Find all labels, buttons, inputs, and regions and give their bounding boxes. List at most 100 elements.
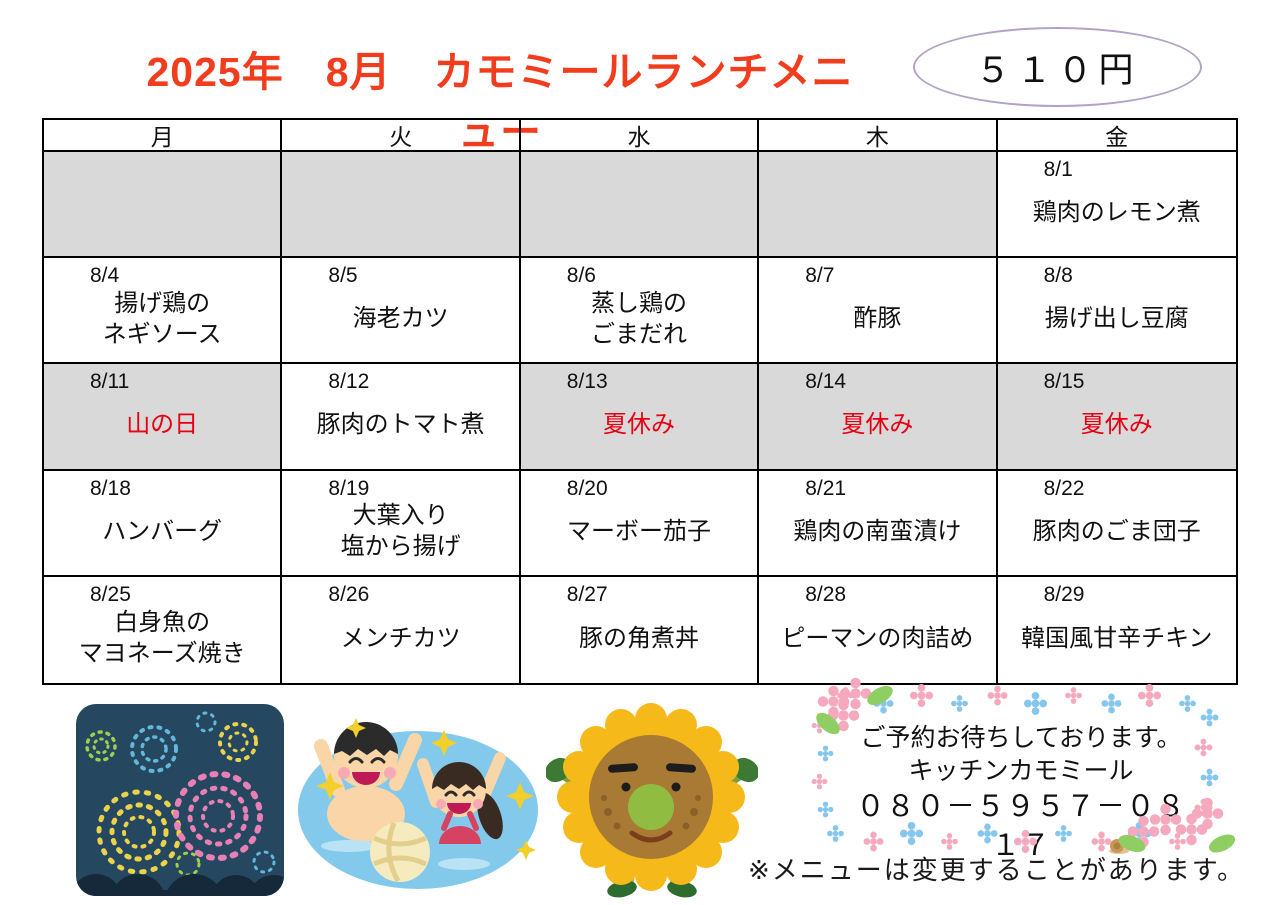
fireworks-illustration bbox=[76, 704, 284, 896]
phone-number: ０８０－５９５７－０８１７ bbox=[855, 791, 1186, 863]
calendar-cell-8-7: 8/7 酢豚 bbox=[759, 258, 998, 365]
cell-menu: 鶏肉のレモン煮 bbox=[1032, 199, 1201, 227]
cell-date: 8/4 bbox=[90, 264, 120, 288]
flower-icon bbox=[828, 696, 839, 707]
cell-menu: 揚げ出し豆腐 bbox=[1044, 305, 1189, 333]
cell-menu bbox=[759, 158, 995, 256]
cell-menu: 山の日 bbox=[126, 411, 199, 439]
cell-menu: メンチカツ bbox=[340, 624, 461, 652]
flower-icon bbox=[994, 692, 1001, 699]
flower-icon bbox=[946, 838, 953, 845]
flower-icon bbox=[1184, 700, 1191, 707]
kids-swimming-illustration bbox=[294, 694, 542, 890]
cell-menu: 夏休み bbox=[1080, 411, 1153, 439]
calendar-grid: 月火水木金 8/1 鶏肉のレモン煮 8/4 揚げ鶏の ネギソース 8/5 海老カツ 8/6 蒸し鶏… bbox=[42, 118, 1238, 685]
calendar-cell-empty bbox=[282, 152, 521, 259]
weekday-header: 金 bbox=[997, 120, 1236, 152]
cell-date: 8/20 bbox=[566, 476, 608, 500]
cell-date: 8/27 bbox=[566, 582, 608, 606]
cell-menu: 海老カツ bbox=[352, 305, 449, 333]
cell-menu: 豚の角煮丼 bbox=[578, 624, 699, 652]
cell-date: 8/21 bbox=[805, 476, 847, 500]
weekday-header: 月 bbox=[44, 120, 283, 152]
cell-menu: 白身魚の マヨネーズ焼き bbox=[78, 609, 246, 668]
cell-menu: ハンバーグ bbox=[102, 517, 223, 545]
menu-change-note: ※メニューは変更することがあります。 bbox=[748, 855, 1246, 885]
price-badge: ５１０円 bbox=[913, 27, 1202, 107]
cell-date: 8/26 bbox=[328, 582, 370, 606]
flower-icon bbox=[956, 700, 963, 707]
flower-icon bbox=[822, 806, 829, 813]
flower-icon bbox=[917, 691, 926, 700]
flower-icon bbox=[1206, 774, 1213, 781]
fireworks-icon bbox=[76, 704, 284, 896]
pool-icon bbox=[298, 718, 538, 889]
calendar-cell-8-14: 8/14 夏休み bbox=[759, 364, 998, 471]
flower-icon bbox=[1060, 830, 1067, 837]
flower-icon bbox=[838, 710, 849, 721]
cell-menu: 揚げ鶏の ネギソース bbox=[102, 289, 222, 348]
cell-menu: 豚肉のトマト煮 bbox=[316, 411, 485, 439]
calendar-cell-empty bbox=[520, 152, 760, 259]
calendar-cell-8-6: 8/6 蒸し鶏の ごまだれ bbox=[520, 258, 760, 365]
cell-date: 8/25 bbox=[90, 582, 131, 606]
calendar-cell-8-13: 8/13 夏休み bbox=[520, 364, 760, 471]
reservation-message: ご予約お待ちしております。 bbox=[860, 724, 1182, 752]
calendar-cell-8-21: 8/21 鶏肉の南蛮漬け bbox=[759, 470, 998, 577]
cell-date: 8/18 bbox=[90, 476, 131, 500]
flower-icon bbox=[1138, 826, 1149, 837]
cell-menu: 大葉入り 塩から揚げ bbox=[340, 502, 461, 561]
flower-icon bbox=[1186, 824, 1197, 835]
flower-icon bbox=[1160, 814, 1171, 825]
cell-date: 8/11 bbox=[90, 370, 130, 394]
cell-menu: 夏休み bbox=[602, 411, 675, 439]
calendar-cell-8-19: 8/19 大葉入り 塩から揚げ bbox=[282, 470, 521, 577]
cell-date: 8/5 bbox=[328, 264, 358, 288]
weekday-header: 木 bbox=[759, 120, 998, 152]
cell-date: 8/13 bbox=[566, 370, 608, 394]
reservation-box: ご予約お待ちしております。 キッチンカモミール ０８０－５９５７－０８１７ bbox=[812, 682, 1238, 862]
cell-date: 8/14 bbox=[805, 370, 847, 394]
flower-icon bbox=[832, 830, 839, 837]
sunflower-character-illustration bbox=[544, 700, 760, 898]
flower-icon bbox=[842, 692, 849, 699]
calendar-cell-8-25: 8/25 白身魚の マヨネーズ焼き bbox=[44, 576, 283, 683]
cell-date: 8/15 bbox=[1043, 370, 1085, 394]
cell-menu: ピーマンの肉詰め bbox=[781, 624, 974, 652]
cell-date: 8/19 bbox=[328, 476, 370, 500]
calendar-cell-8-18: 8/18 ハンバーグ bbox=[44, 470, 283, 577]
cell-menu: 夏休み bbox=[841, 411, 914, 439]
cell-date: 8/29 bbox=[1043, 582, 1085, 606]
flower-icon bbox=[1206, 714, 1213, 721]
flower-icon bbox=[1145, 691, 1154, 700]
calendar-cell-8-5: 8/5 海老カツ bbox=[282, 258, 521, 365]
flower-icon bbox=[1174, 838, 1181, 845]
calendar-cell-8-20: 8/20 マーボー茄子 bbox=[520, 470, 760, 577]
cell-date: 8/28 bbox=[805, 582, 847, 606]
cell-date: 8/22 bbox=[1043, 476, 1085, 500]
cell-menu: マーボー茄子 bbox=[566, 517, 711, 545]
flower-icon bbox=[1021, 837, 1030, 846]
reservation-text: ご予約お待ちしております。 キッチンカモミール ０８０－５９５７－０８１７ bbox=[842, 722, 1200, 867]
page-title: 2025年 8月 カモミールランチメニュー bbox=[146, 49, 854, 155]
calendar-cell-empty bbox=[44, 152, 283, 259]
cell-menu: 蒸し鶏の ごまだれ bbox=[590, 289, 687, 348]
calendar-cell-8-28: 8/28 ピーマンの肉詰め bbox=[759, 576, 998, 683]
flower-icon bbox=[1200, 744, 1207, 751]
flower-icon bbox=[1200, 804, 1207, 811]
flower-icon bbox=[870, 838, 877, 845]
calendar-cell-8-11: 8/11 山の日 bbox=[44, 364, 283, 471]
calendar-cell-8-29: 8/29 韓国風甘辛チキン bbox=[997, 576, 1236, 683]
cell-date: 8/1 bbox=[1043, 158, 1073, 181]
flower-icon bbox=[1202, 808, 1213, 819]
cell-menu: 酢豚 bbox=[853, 305, 902, 333]
cell-date: 8/8 bbox=[1043, 264, 1073, 288]
flower-icon bbox=[907, 829, 916, 838]
sunflower-icon bbox=[544, 703, 760, 898]
flower-icon bbox=[1031, 699, 1040, 708]
cell-menu bbox=[521, 158, 757, 256]
cell-date: 8/7 bbox=[805, 264, 835, 288]
calendar-cell-8-4: 8/4 揚げ鶏の ネギソース bbox=[44, 258, 283, 365]
calendar-cell-8-1: 8/1 鶏肉のレモン煮 bbox=[997, 152, 1236, 259]
